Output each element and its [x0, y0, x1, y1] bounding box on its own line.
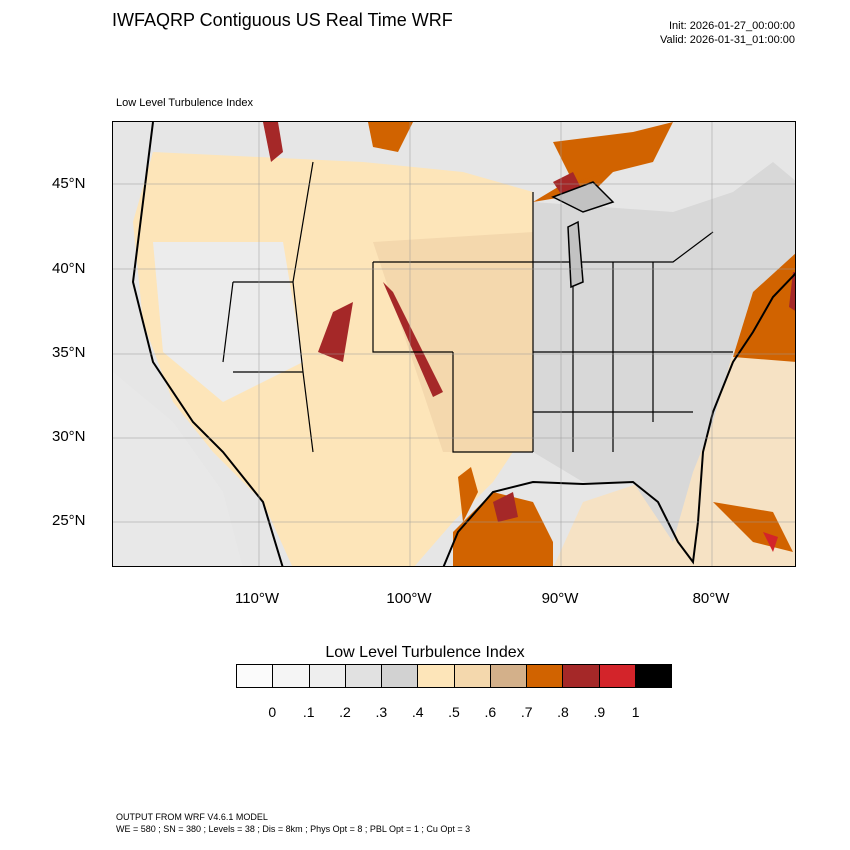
frontrange-peak-turbulence — [383, 282, 443, 397]
colorbar-tick-label: .6 — [484, 704, 497, 720]
lon-label-90: 90°W — [541, 590, 579, 607]
colorado-peak-turbulence — [318, 302, 353, 362]
colorbar-title: Low Level Turbulence Index — [325, 644, 525, 661]
colorbar-tick-label: .3 — [375, 704, 388, 720]
colorbar-box — [344, 664, 381, 688]
colorbar-tick-label: .2 — [339, 704, 351, 720]
lat-label-40: 40°N — [52, 260, 86, 277]
init-time: Init: 2026-01-27_00:00:00 — [669, 20, 795, 32]
rockies-peak-turbulence — [263, 122, 283, 162]
model-config: WE = 580 ; SN = 380 ; Levels = 38 ; Dis … — [116, 824, 471, 834]
caribbean-peak-turbulence — [763, 532, 778, 552]
colorbar-box — [308, 664, 345, 688]
land-plains — [373, 232, 533, 452]
colorbar-box — [381, 664, 418, 688]
colorbar-tick-label: 1 — [631, 704, 640, 720]
colorbar-box — [598, 664, 635, 688]
lake-michigan — [567, 220, 584, 289]
colorbar-box — [489, 664, 526, 688]
colorbar-box — [453, 664, 490, 688]
field-label: Low Level Turbulence Index — [116, 97, 253, 109]
colorbar-tick-label: .4 — [411, 704, 424, 720]
atlantic-high-turbulence — [733, 253, 795, 362]
great-lake — [551, 181, 615, 213]
colorbar-tick-label: 0 — [268, 704, 277, 720]
colorbar-box — [526, 664, 563, 688]
map-title: IWFAQRP Contiguous US Real Time WRF — [112, 10, 453, 30]
gulf-peak-turbulence — [493, 492, 518, 522]
longitude-lines — [258, 122, 713, 566]
colorbar-tick-label: .7 — [520, 704, 533, 720]
colorbar-tick-label: .5 — [448, 704, 460, 720]
latitude-lines — [113, 183, 795, 523]
ocean-shading-west — [113, 372, 243, 566]
texas-high-turbulence — [458, 467, 478, 522]
colorbar-box — [236, 664, 273, 688]
lon-label-100: 100°W — [386, 590, 432, 607]
lat-label-25: 25°N — [52, 512, 86, 529]
lon-label-110: 110°W — [234, 590, 280, 607]
lat-label-45: 45°N — [52, 175, 86, 192]
lat-label-35: 35°N — [52, 344, 86, 361]
colorbar-tick-label: .1 — [302, 704, 315, 720]
map-panel — [112, 121, 796, 567]
canada-high-turbulence — [553, 122, 673, 182]
colorbar-box — [272, 664, 309, 688]
turbulence-map — [113, 122, 795, 566]
valid-time: Valid: 2026-01-31_01:00:00 — [660, 34, 795, 46]
colorbar — [236, 664, 672, 688]
state-borders-east — [533, 231, 733, 452]
west-coastline — [131, 122, 284, 566]
lon-label-80: 80°W — [692, 590, 730, 607]
colorbar-box — [562, 664, 599, 688]
colorbar-tick-label: .9 — [593, 704, 606, 720]
colorbar-box — [417, 664, 454, 688]
colorbar-tick-label: .8 — [557, 704, 569, 720]
north-high-turbulence — [368, 122, 413, 152]
south-east-coastline — [442, 272, 795, 566]
colorbar-box — [634, 664, 672, 688]
lat-label-30: 30°N — [52, 428, 86, 445]
state-borders-west — [222, 161, 534, 453]
model-info: OUTPUT FROM WRF V4.6.1 MODEL — [116, 812, 268, 822]
atlantic-peak-turbulence — [789, 272, 795, 311]
